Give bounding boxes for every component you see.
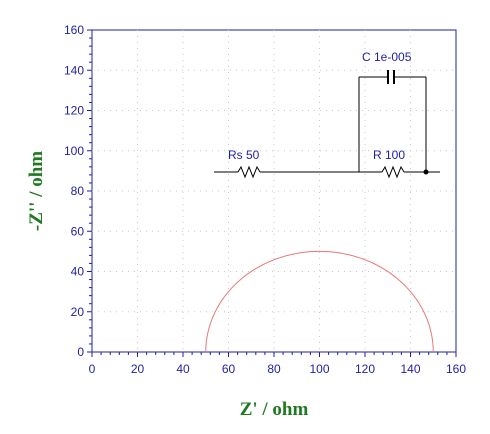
x-axis-title: Z' / ohm bbox=[240, 399, 309, 420]
equivalent-circuit bbox=[214, 70, 440, 179]
y-tick-label: 140 bbox=[64, 63, 84, 77]
x-tick-label: 0 bbox=[89, 362, 96, 376]
c-label: C 1e-005 bbox=[362, 50, 412, 64]
circuit-node-dot bbox=[423, 169, 429, 175]
r-resistor-icon bbox=[381, 165, 405, 179]
x-tick-label: 160 bbox=[446, 362, 466, 376]
y-tick-label: 0 bbox=[77, 345, 84, 359]
y-tick-label: 100 bbox=[64, 144, 84, 158]
y-tick-label: 160 bbox=[64, 23, 84, 37]
x-tick-label: 120 bbox=[355, 362, 375, 376]
impedance-curve bbox=[205, 250, 434, 353]
x-tick-label: 60 bbox=[222, 362, 236, 376]
y-tick-label: 60 bbox=[71, 224, 85, 238]
x-tick-label: 140 bbox=[400, 362, 420, 376]
x-tick-label: 20 bbox=[131, 362, 145, 376]
y-tick-label: 120 bbox=[64, 104, 84, 118]
grid bbox=[92, 30, 456, 352]
x-tick-label: 40 bbox=[176, 362, 190, 376]
r-label: R 100 bbox=[373, 148, 405, 162]
x-tick-labels: 0 20 40 60 80 100 120 140 160 bbox=[89, 362, 467, 376]
y-axis-title: -Z'' / ohm bbox=[26, 151, 47, 231]
y-tick-label: 80 bbox=[71, 184, 85, 198]
x-tick-label: 80 bbox=[267, 362, 281, 376]
rs-resistor-icon bbox=[237, 165, 261, 179]
y-tick-label: 40 bbox=[71, 265, 85, 279]
y-tick-labels: 0 20 40 60 80 100 120 140 160 bbox=[64, 23, 84, 359]
x-tick-label: 100 bbox=[309, 362, 329, 376]
y-tick-label: 20 bbox=[71, 305, 85, 319]
axis-ticks bbox=[87, 29, 457, 357]
rs-label: Rs 50 bbox=[228, 148, 260, 162]
